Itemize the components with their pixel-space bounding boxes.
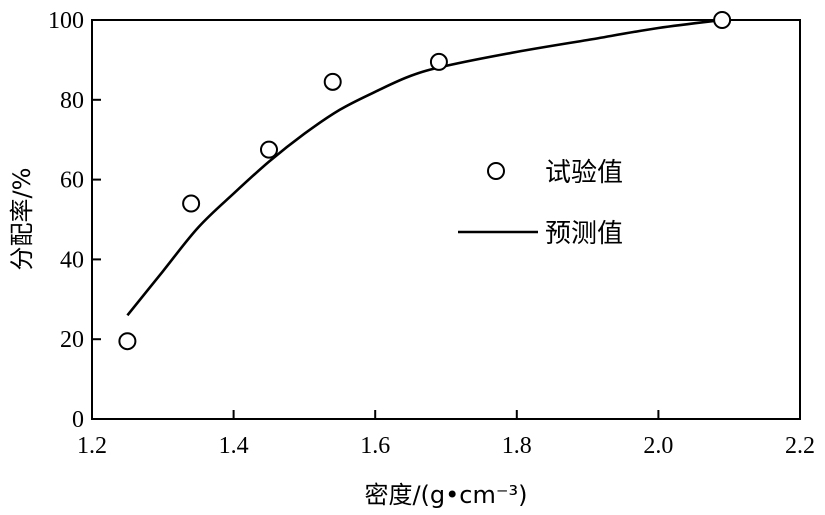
legend-label-experimental: 试验值 bbox=[545, 158, 623, 188]
experimental-point bbox=[323, 72, 342, 91]
y-tick-label: 40 bbox=[60, 247, 84, 273]
experimental-point bbox=[713, 11, 732, 29]
y-tick-label: 0 bbox=[72, 407, 84, 433]
y-axis: 0 20 40 60 80 100 bbox=[48, 8, 101, 433]
x-tick-label: 1.6 bbox=[360, 433, 390, 459]
predicted-line bbox=[126, 18, 723, 317]
experimental-point bbox=[118, 332, 137, 351]
plot-frame bbox=[91, 19, 801, 420]
y-tick-label: 100 bbox=[48, 8, 84, 34]
y-tick-label: 20 bbox=[60, 327, 84, 353]
x-tick-label: 1.8 bbox=[502, 433, 532, 459]
x-tick-label: 1.4 bbox=[219, 433, 249, 459]
x-tick-label: 2.0 bbox=[643, 433, 673, 459]
legend-label-predicted: 预测值 bbox=[545, 219, 623, 249]
x-tick-label: 1.2 bbox=[77, 433, 107, 459]
legend-marker-circle bbox=[487, 162, 505, 180]
series-layer bbox=[118, 11, 732, 351]
y-tick-label: 60 bbox=[60, 168, 84, 194]
experimental-point bbox=[260, 140, 278, 159]
x-axis: 1.2 1.4 1.6 1.8 2.0 2.2 bbox=[77, 410, 815, 459]
x-tick-label: 2.2 bbox=[785, 433, 815, 459]
y-axis-title: 分配率/% bbox=[8, 168, 36, 271]
y-tick-label: 80 bbox=[60, 88, 84, 114]
experimental-point bbox=[429, 52, 448, 71]
x-axis-title: 密度/(g•cm⁻³) bbox=[364, 481, 527, 509]
experimental-point bbox=[182, 194, 201, 213]
